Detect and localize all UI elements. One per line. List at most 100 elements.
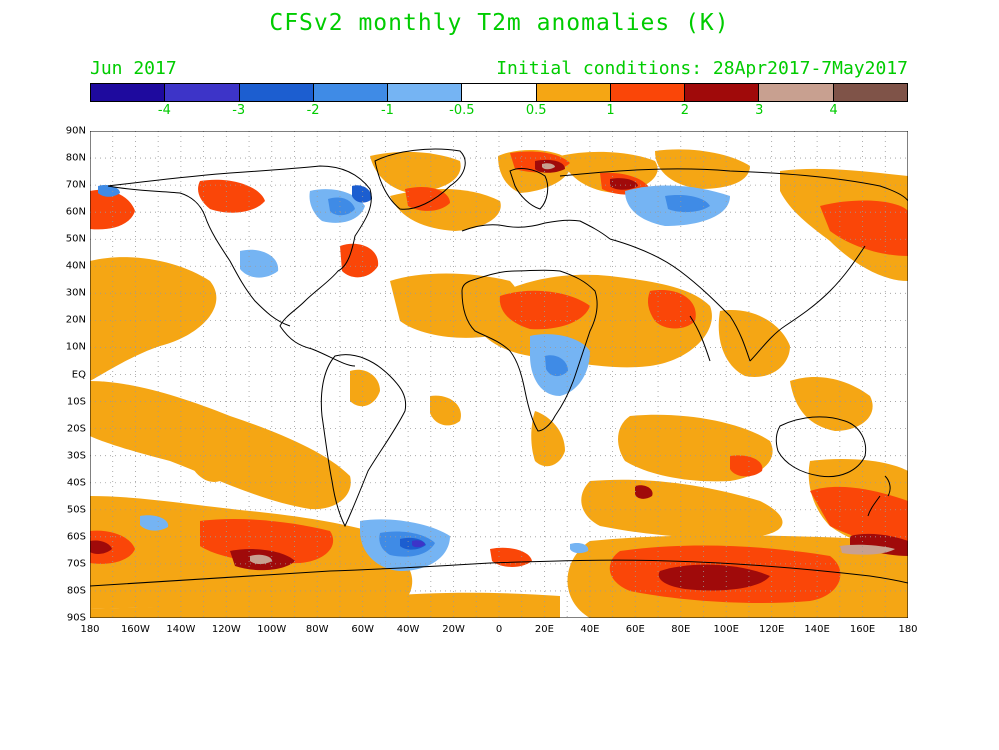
anomaly-region: [730, 455, 763, 477]
anomaly-region: [90, 189, 135, 230]
longitude-label: 140E: [804, 624, 830, 635]
legend-swatch: [313, 84, 389, 101]
anomaly-region: [499, 290, 590, 330]
latitude-label: 60N: [65, 206, 86, 218]
latitude-label: 90S: [66, 612, 86, 624]
anomaly-region: [840, 544, 895, 555]
longitude-label: 160W: [120, 624, 150, 635]
coastlines: [90, 148, 908, 587]
legend-tick-label: -2: [306, 103, 320, 118]
legend-tick-label: 0.5: [525, 103, 547, 118]
anomaly-map: [90, 131, 908, 618]
legend-swatch: [165, 84, 240, 101]
anomaly-region: [635, 485, 653, 499]
legend-swatch: [759, 84, 834, 101]
longitude-label: 100E: [713, 624, 739, 635]
latitude-label: 20N: [65, 314, 86, 326]
legend-swatch: [833, 84, 907, 101]
longitude-label: 120W: [211, 624, 241, 635]
anomaly-region: [240, 249, 279, 278]
legend-tick-label: 3: [755, 103, 764, 118]
anomaly-region: [340, 592, 560, 618]
anomaly-region: [531, 411, 565, 467]
longitude-label: 40W: [396, 624, 420, 635]
anomaly-region: [352, 185, 372, 203]
latitude-label: 40N: [65, 260, 86, 272]
anomaly-region: [647, 290, 696, 329]
map-title: CFSv2 monthly T2m anomalies (K): [269, 10, 730, 36]
anomaly-region: [250, 554, 272, 564]
longitude-label: 140W: [166, 624, 196, 635]
latitude-label: 10N: [65, 341, 86, 353]
legend-swatch: [388, 84, 463, 101]
anomaly-region: [90, 257, 217, 381]
anomaly-region: [718, 310, 790, 377]
color-legend: [90, 83, 908, 102]
anomaly-region: [790, 376, 873, 431]
anomaly-region: [98, 184, 120, 197]
anomaly-region: [90, 601, 340, 618]
anomaly-region: [198, 179, 265, 213]
longitude-label: 100W: [257, 624, 287, 635]
anomaly-region: [542, 163, 555, 170]
latitude-label: 10S: [66, 396, 86, 408]
anomaly-region: [850, 533, 908, 556]
legend-tick-label: -1: [380, 103, 394, 118]
latitude-label: 70N: [65, 179, 86, 191]
longitude-label: 80W: [305, 624, 329, 635]
latitude-label: 40S: [66, 477, 86, 489]
anomaly-region: [430, 395, 461, 426]
longitude-label: 180: [898, 624, 918, 635]
longitude-label: 60W: [351, 624, 374, 635]
longitude-label: 180: [80, 624, 100, 635]
anomaly-region: [581, 479, 783, 538]
legend-tick-label: -0.5: [449, 103, 475, 118]
legend-tick-label: 4: [829, 103, 838, 118]
latitude-label: 50S: [66, 504, 86, 516]
longitude-label: 60E: [625, 624, 645, 635]
longitude-label: 20W: [442, 624, 465, 635]
legend-tick-label: -4: [157, 103, 171, 118]
anomaly-region: [545, 355, 568, 377]
anomaly-field: [90, 149, 908, 618]
anomaly-region: [570, 542, 589, 554]
latitude-label: 90N: [65, 125, 86, 137]
latitude-label: 80S: [66, 585, 86, 597]
anomaly-region: [370, 151, 461, 193]
legend-tick-label: -3: [232, 103, 246, 118]
anomaly-region: [90, 551, 413, 609]
latitude-label: 20S: [66, 423, 86, 435]
anomaly-region: [90, 530, 135, 564]
latitude-label: 50N: [65, 233, 86, 245]
anomaly-region: [820, 200, 908, 256]
legend-swatch: [91, 84, 166, 101]
initial-conditions: Initial conditions: 28Apr2017-7May2017: [496, 58, 908, 79]
longitude-label: 80E: [671, 624, 691, 635]
anomaly-region: [610, 178, 638, 190]
anomaly-region: [140, 515, 169, 531]
legend-swatch: [536, 84, 611, 101]
anomaly-region: [340, 243, 379, 278]
longitude-label: 40E: [580, 624, 600, 635]
anomaly-region: [658, 564, 770, 591]
latitude-label: 60S: [66, 531, 86, 543]
latitude-label: 30N: [65, 287, 86, 299]
legend-swatch: [610, 84, 686, 101]
latitude-label: 70S: [66, 558, 86, 570]
anomaly-region: [90, 540, 112, 554]
latitude-label: 30S: [66, 450, 86, 462]
legend-swatch: [685, 84, 760, 101]
anomaly-region: [185, 421, 224, 482]
longitude-label: 20E: [534, 624, 554, 635]
anomaly-region: [665, 195, 710, 213]
anomaly-region: [90, 381, 351, 510]
legend-swatch: [239, 84, 314, 101]
anomaly-region: [405, 186, 450, 211]
longitude-label: 120E: [758, 624, 785, 635]
longitude-label: 160E: [849, 624, 876, 635]
anomaly-region: [328, 197, 355, 216]
anomaly-region: [810, 486, 908, 546]
anomaly-region: [412, 540, 425, 548]
anomaly-region: [350, 369, 380, 407]
legend-tick-label: 2: [680, 103, 690, 118]
